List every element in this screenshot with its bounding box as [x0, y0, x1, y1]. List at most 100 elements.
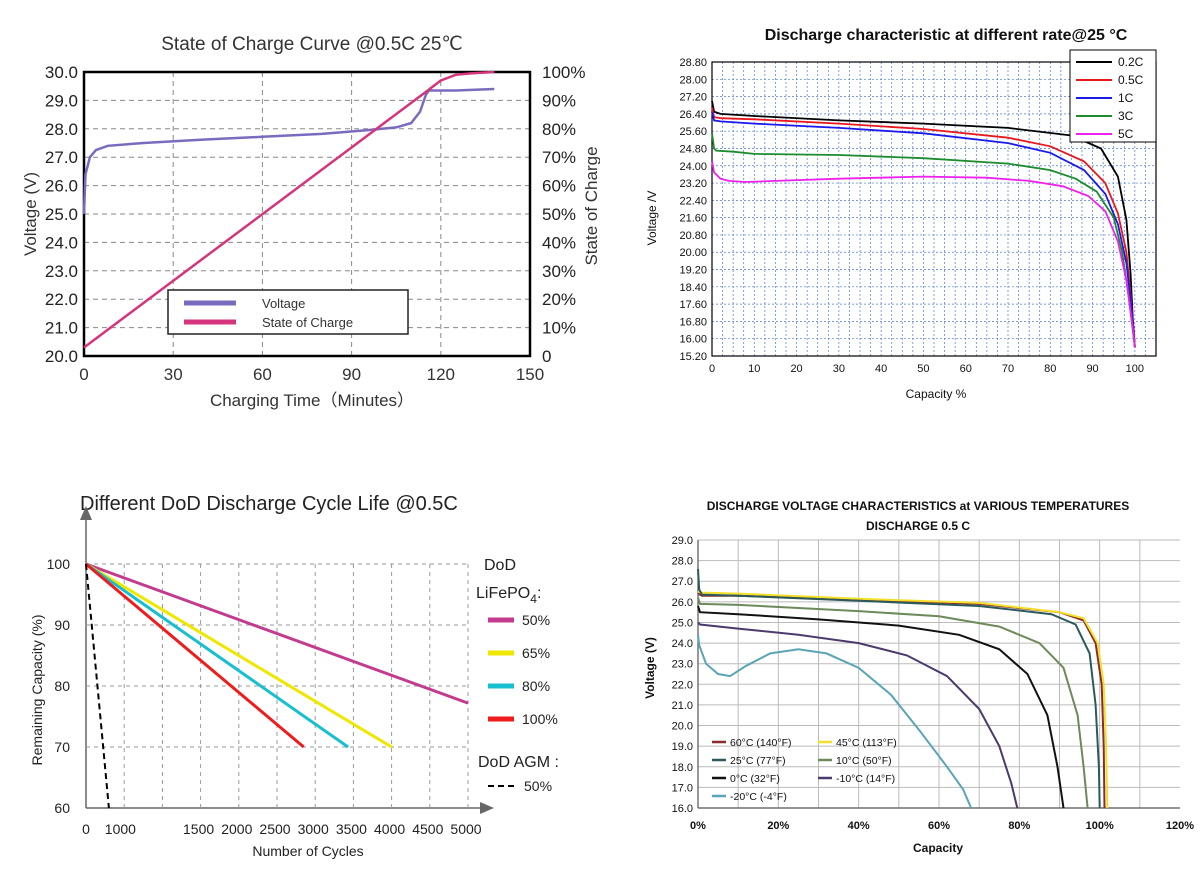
y-tick-label: 29.0	[672, 535, 693, 547]
legend-label-60-c-140-f: 60°C (140°F)	[730, 737, 792, 749]
y-tick-label: 25.60	[679, 126, 707, 138]
legend-label-45-c-113-f: 45°C (113°F)	[836, 737, 897, 749]
y2-tick-label: 0	[542, 347, 551, 366]
legend-label-voltage: Voltage	[262, 296, 305, 311]
y-tick-label: 18.40	[679, 282, 707, 294]
y-tick-label: 17.60	[679, 299, 707, 311]
temperature-chart-panel: DISCHARGE VOLTAGE CHARACTERISTICS at VAR…	[600, 440, 1200, 880]
series-line-25-c-77-f	[697, 568, 1101, 809]
y2-tick-label: 100%	[542, 63, 585, 82]
y2-axis-label: State of Charge	[582, 146, 600, 265]
series-line-65-lifepo4	[85, 562, 393, 749]
y2-tick-label: 90%	[542, 91, 576, 110]
legend-label-25-c-77-f: 25°C (77°F)	[730, 755, 786, 767]
plot-frame	[711, 61, 1157, 357]
chart-title: Different DoD Discharge Cycle Life @0.5C	[80, 493, 458, 515]
x-tick-label: 70	[1002, 363, 1014, 375]
x-tick-label: 100%	[1086, 820, 1114, 832]
chart-subtitle: DISCHARGE 0.5 C	[866, 519, 970, 533]
y-tick-label: 30.0	[45, 63, 78, 82]
legend-header: DoD	[484, 557, 516, 574]
y-tick-label: 16.80	[679, 316, 707, 328]
y-tick-label: 16.0	[672, 803, 693, 815]
series-line-50-agm	[85, 563, 110, 809]
y-tick-label: 23.0	[45, 262, 78, 281]
x-tick-label: 2000	[221, 821, 252, 837]
legend-subheader: LiFePO4:	[476, 585, 541, 606]
legend-header-agm: DoD AGM :	[478, 754, 559, 771]
discharge-rate-chart: Discharge characteristic at different ra…	[645, 27, 1157, 401]
x-tick-label: 4500	[412, 821, 443, 837]
y-tick-label: 15.20	[679, 351, 707, 363]
dod-cycle-chart-panel: Different DoD Discharge Cycle Life @0.5C…	[0, 440, 600, 880]
y-tick-label: 20.80	[679, 230, 707, 242]
x-tick-label: 100	[1126, 363, 1144, 375]
x-tick-label: 120%	[1166, 820, 1194, 832]
y2-tick-label: 30%	[542, 262, 576, 281]
y-tick-label: 23.20	[679, 178, 707, 190]
x-tick-label: 80	[1044, 363, 1056, 375]
y-tick-label: 21.0	[672, 700, 693, 712]
legend-label-80: 80%	[522, 678, 550, 694]
soc-chart: State of Charge Curve @0.5C 25℃ 0 30 60 90 12…	[21, 34, 601, 410]
x-axis-label: Charging Time（Minutes）	[210, 391, 414, 410]
soc-chart-panel: State of Charge Curve @0.5C 25℃ 0 30 60 90 12…	[0, 0, 601, 440]
dod-cycle-chart: Different DoD Discharge Cycle Life @0.5C…	[29, 493, 559, 859]
series-line-1c	[711, 111, 1136, 348]
y-axis-label: Voltage /V	[645, 191, 659, 246]
y-tick-label: 27.0	[672, 576, 693, 588]
x-tick-label: 30	[833, 363, 845, 375]
legend-label-100: 100%	[522, 711, 558, 727]
x-tick-label: 60%	[928, 820, 950, 832]
series-line-45-c-113-f	[697, 590, 1109, 809]
x-tick-label: 30	[164, 365, 183, 384]
x-tick-label: 0	[709, 363, 715, 375]
legend-label-10-c-14-f: -10°C (14°F)	[836, 773, 895, 785]
x-tick-label: 1000	[105, 821, 136, 837]
x-tick-label: 20%	[767, 820, 789, 832]
y-tick-label: 26.40	[679, 109, 707, 121]
x-tick-label: 2500	[259, 821, 290, 837]
series-line-100-lifepo4	[85, 562, 305, 749]
series-line-0-5c	[711, 107, 1136, 348]
x-tick-label: 0	[82, 821, 90, 837]
x-tick-label: 3000	[298, 821, 329, 837]
y-tick-label: 90	[54, 617, 70, 633]
series-line-state-of-charge	[83, 70, 495, 349]
y-tick-label: 25.0	[672, 617, 693, 629]
y-tick-label: 27.0	[45, 148, 78, 167]
series-line-0-c-32-f	[697, 605, 1065, 809]
x-axis-label: Number of Cycles	[252, 843, 363, 859]
series-line-10-c-14-f	[697, 621, 1019, 809]
x-tick-label: 10	[748, 363, 760, 375]
series-line-0-2c	[711, 100, 1136, 348]
y-tick-label: 22.40	[679, 195, 707, 207]
y-tick-label: 23.0	[672, 659, 693, 671]
x-tick-label: 120	[427, 365, 455, 384]
y-tick-label: 60	[54, 800, 70, 816]
y-tick-label: 28.0	[45, 120, 78, 139]
y-tick-label: 100	[47, 556, 71, 572]
y-tick-label: 20.0	[672, 721, 693, 733]
legend-label-0-c-32-f: 0°C (32°F)	[730, 773, 780, 785]
y-axis-label: Voltage (V)	[21, 172, 40, 256]
legend-label-0-2c: 0.2C	[1118, 55, 1144, 69]
legend-label-10-c-50-f: 10°C (50°F)	[836, 755, 892, 767]
x-tick-label: 0	[79, 365, 88, 384]
y-tick-label: 19.0	[672, 741, 693, 753]
y-tick-label: 19.20	[679, 265, 707, 277]
chart-title: Discharge characteristic at different ra…	[765, 27, 1128, 44]
legend-label-1c: 1C	[1118, 91, 1134, 105]
y-tick-label: 25.0	[45, 205, 78, 224]
y-tick-label: 28.80	[679, 57, 707, 69]
x-tick-label: 4000	[374, 821, 405, 837]
legend-box	[167, 289, 409, 335]
y-axis-label: Voltage (V)	[643, 637, 657, 699]
y-tick-label: 22.0	[672, 679, 693, 691]
legend-label-65: 65%	[522, 645, 550, 661]
y-axis-arrow	[80, 506, 92, 520]
y-tick-label: 24.80	[679, 143, 707, 155]
x-axis-label: Capacity %	[906, 387, 967, 401]
y2-tick-label: 50%	[542, 205, 576, 224]
y-tick-label: 20.00	[679, 247, 707, 259]
